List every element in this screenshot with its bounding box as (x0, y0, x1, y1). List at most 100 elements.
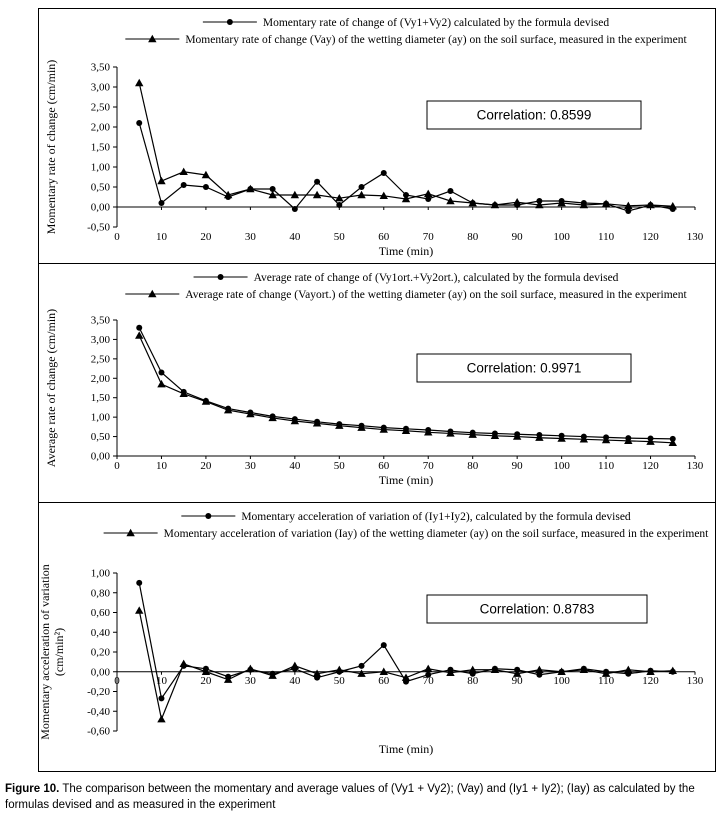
legend-entry: Momentary rate of change (Vay) of the we… (125, 34, 687, 46)
x-tick-label: 90 (512, 231, 523, 243)
data-point-triangle (157, 176, 166, 185)
correlation-label: Correlation: 0.8599 (477, 108, 592, 123)
y-tick-label: -0,20 (87, 686, 110, 698)
data-point-circle (358, 662, 365, 669)
data-point-circle (536, 671, 543, 678)
chart-panels: Momentary rate of change of (Vy1+Vy2) ca… (38, 8, 716, 772)
y-tick-label: 0,50 (91, 182, 111, 194)
data-point-triangle (357, 423, 366, 431)
x-tick-label: 30 (245, 231, 257, 243)
x-tick-label: 10 (156, 460, 168, 472)
data-point-triangle (557, 434, 566, 442)
legend-entry: Momentary acceleration of variation of (… (181, 511, 631, 523)
data-point-triangle (179, 659, 188, 668)
x-tick-label: 120 (642, 231, 659, 243)
data-point-circle (380, 170, 387, 176)
y-axis-title: Average rate of change (cm/min) (44, 309, 58, 467)
x-tick-label: 110 (598, 231, 615, 243)
legend-marker-triangle (126, 528, 135, 537)
x-tick-label: 0 (114, 675, 120, 687)
y-tick-label: 3,00 (91, 82, 111, 94)
y-tick-label: -0,60 (87, 726, 110, 738)
x-tick-label: 70 (423, 231, 435, 243)
data-point-circle (158, 369, 165, 376)
legend-marker-circle (205, 513, 212, 519)
data-point-triangle (312, 669, 322, 677)
chart-momentary-acceleration: Momentary acceleration of variation of (… (39, 511, 709, 756)
data-point-triangle (379, 191, 388, 199)
data-point-triangle (557, 667, 566, 675)
x-tick-label: 10 (156, 231, 168, 243)
data-point-triangle (268, 190, 277, 199)
x-tick-label: 130 (687, 231, 704, 243)
data-point-triangle (290, 190, 300, 199)
legend-label: Momentary rate of change of (Vy1+Vy2) ca… (263, 17, 610, 29)
chart-momentary-rate-of-change: Momentary rate of change of (Vy1+Vy2) ca… (44, 17, 704, 258)
data-point-triangle (424, 189, 433, 197)
data-point-triangle (201, 170, 211, 179)
data-point-triangle (246, 664, 255, 672)
y-tick-label: 0,50 (91, 431, 111, 443)
y-tick-label: -0,50 (87, 222, 110, 234)
data-point-triangle (557, 198, 566, 207)
data-point-triangle (579, 665, 589, 673)
data-point-circle (136, 120, 143, 126)
data-point-circle (158, 695, 165, 702)
x-tick-label: 60 (378, 675, 390, 687)
data-point-triangle (646, 200, 655, 209)
data-point-triangle (179, 389, 188, 398)
data-point-circle (380, 642, 387, 649)
legend-entry: Momentary acceleration of variation (Iay… (103, 528, 709, 540)
x-tick-label: 40 (289, 675, 301, 687)
x-tick-label: 130 (687, 460, 704, 472)
data-point-circle (425, 671, 432, 678)
data-point-circle (291, 206, 298, 212)
data-point-triangle (312, 419, 322, 427)
y-tick-label: 1,00 (91, 568, 111, 580)
data-point-triangle (579, 435, 589, 443)
data-point-triangle (290, 416, 300, 425)
x-axis-title: Time (min) (379, 473, 434, 487)
legend-entry: Average rate of change of (Vy1ort.+Vy2or… (193, 272, 619, 284)
figure-caption-text: The comparison between the momentary and… (5, 783, 695, 812)
data-point-triangle (223, 675, 233, 683)
data-point-circle (136, 324, 143, 331)
data-point-triangle (646, 437, 655, 445)
data-point-circle (314, 178, 321, 185)
x-tick-label: 80 (467, 231, 479, 243)
x-tick-label: 0 (114, 231, 120, 243)
y-tick-label: 1,50 (91, 142, 111, 154)
x-tick-label: 120 (642, 675, 659, 687)
data-point-triangle (646, 667, 655, 675)
y-tick-label: 2,00 (91, 373, 111, 385)
y-tick-label: -0,40 (87, 706, 110, 718)
series-line (138, 327, 673, 440)
x-tick-label: 120 (642, 460, 659, 472)
x-tick-label: 50 (334, 231, 346, 243)
data-point-triangle (668, 666, 677, 674)
y-tick-label: 2,50 (91, 353, 111, 365)
data-point-circle (136, 579, 143, 586)
y-axis-title: Momentary acceleration of variation (39, 564, 52, 740)
y-tick-label: 3,50 (91, 315, 111, 327)
data-point-triangle (357, 190, 366, 199)
legend-label: Momentary acceleration of variation of (… (241, 511, 631, 523)
data-point-triangle (512, 432, 522, 440)
x-tick-label: 80 (467, 675, 479, 687)
x-tick-label: 110 (598, 460, 615, 472)
data-point-circle (180, 182, 187, 188)
data-point-triangle (401, 426, 411, 434)
legend-marker-circle (217, 274, 224, 280)
data-point-triangle (624, 201, 633, 209)
data-point-triangle (335, 421, 344, 429)
x-tick-label: 90 (512, 675, 523, 687)
x-tick-label: 70 (423, 675, 435, 687)
y-tick-label: 0,00 (91, 202, 111, 214)
data-point-triangle (446, 196, 455, 205)
data-point-triangle (601, 669, 611, 677)
correlation-box (426, 100, 642, 130)
x-tick-label: 50 (334, 460, 346, 472)
panel-momentary-acceleration: Momentary acceleration of variation of (… (38, 503, 716, 772)
x-tick-label: 80 (467, 460, 479, 472)
y-tick-label: 0,80 (91, 587, 111, 599)
